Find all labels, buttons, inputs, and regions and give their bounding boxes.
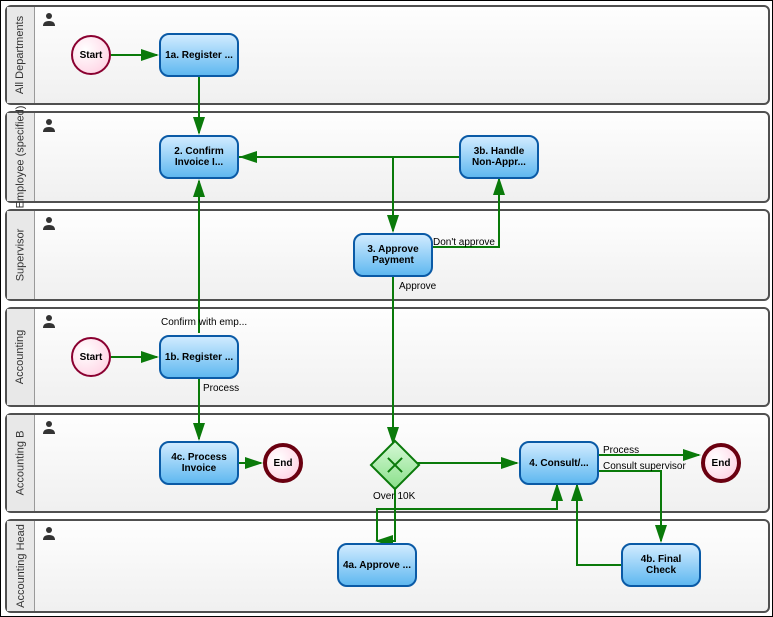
edge-label-e_confirm: Confirm with emp... [161,317,247,328]
user-icon [41,313,57,329]
task-t4b[interactable]: 4b. Final Check [621,543,701,587]
lane-label: Accounting [7,309,35,405]
end-event-end2[interactable]: End [701,443,741,483]
task-t1b[interactable]: 1b. Register ... [159,335,239,379]
user-icon [41,11,57,27]
swimlane-lane2: Employee (specified) [5,111,770,203]
edge-label-e_approve: Approve [399,281,436,292]
lane-label: Supervisor [7,211,35,299]
user-icon [41,215,57,231]
start-event-start2[interactable]: Start [71,337,111,377]
task-t4a[interactable]: 4a. Approve ... [337,543,417,587]
task-t2[interactable]: 2. Confirm Invoice I... [159,135,239,179]
lane-label: Accounting B [7,415,35,511]
task-t3b[interactable]: 3b. Handle Non-Appr... [459,135,539,179]
task-t3[interactable]: 3. Approve Payment [353,233,433,277]
task-t1a[interactable]: 1a. Register ... [159,33,239,77]
start-event-start1[interactable]: Start [71,35,111,75]
swimlane-lane1: All Departments [5,5,770,105]
swimlane-lane4: Accounting [5,307,770,407]
lane-label: All Departments [7,7,35,103]
user-icon [41,117,57,133]
edge-label-e_process2: Process [603,445,639,456]
user-icon [41,525,57,541]
edge-label-e_over10k: Over 10K [373,491,415,502]
lane-label: Employee (specified) [7,113,35,201]
edge-label-e_process1: Process [203,383,239,394]
bpmn-diagram: All Departments Employee (specified) Super… [0,0,773,617]
user-icon [41,419,57,435]
task-t4[interactable]: 4. Consult/... [519,441,599,485]
end-event-end1[interactable]: End [263,443,303,483]
edge-label-e_dont: Don't approve [433,237,495,248]
lane-label: Accounting Head [7,521,35,611]
task-t4c[interactable]: 4c. Process Invoice [159,441,239,485]
edge-label-e_consult: Consult supervisor [603,461,686,472]
